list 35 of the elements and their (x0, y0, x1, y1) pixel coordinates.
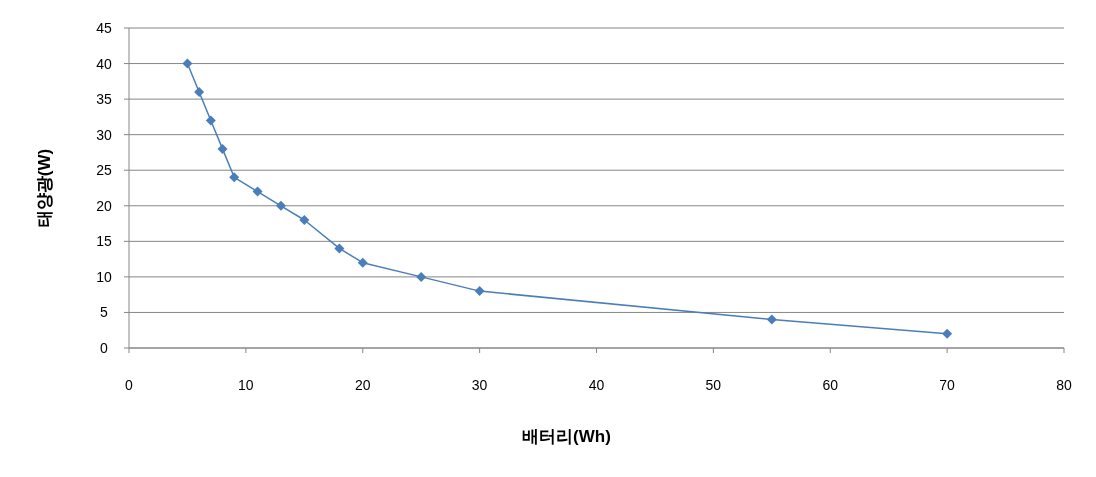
x-tick-label: 10 (238, 377, 254, 393)
x-tick-label: 20 (354, 377, 371, 393)
y-tick-label: 35 (96, 91, 112, 108)
x-tick-label: 60 (822, 377, 839, 393)
point (194, 87, 205, 97)
y-tick-label: 40 (96, 55, 112, 72)
x-axis-title: 배터리(Wh) (522, 427, 611, 446)
point (416, 271, 427, 282)
y-tick-label: 30 (96, 126, 112, 143)
point (205, 115, 216, 126)
y-axis-title: 태양광(W) (35, 148, 54, 228)
x-tick-label: 40 (588, 377, 605, 393)
point (474, 286, 485, 297)
x-tick-label: 70 (939, 377, 956, 393)
point (229, 172, 240, 183)
point (217, 143, 228, 154)
point (942, 328, 953, 339)
y-tick-label: 15 (96, 233, 112, 250)
x-tick-label: 80 (1056, 377, 1072, 393)
y-tick-label: 0 (100, 340, 109, 356)
y-tick-label: 5 (100, 304, 109, 321)
point (182, 58, 193, 69)
x-tick-label: 50 (705, 377, 722, 393)
y-tick-label: 10 (96, 268, 112, 285)
point (766, 314, 777, 325)
point (252, 186, 263, 197)
point (334, 243, 345, 254)
y-tick-label: 25 (96, 162, 112, 179)
y-tick-label: 45 (96, 20, 112, 36)
point (299, 215, 310, 225)
x-tick-label: 30 (471, 377, 488, 393)
y-tick-label: 20 (96, 197, 112, 214)
point (275, 200, 286, 211)
x-tick-label: 0 (125, 377, 134, 393)
point (357, 257, 368, 268)
